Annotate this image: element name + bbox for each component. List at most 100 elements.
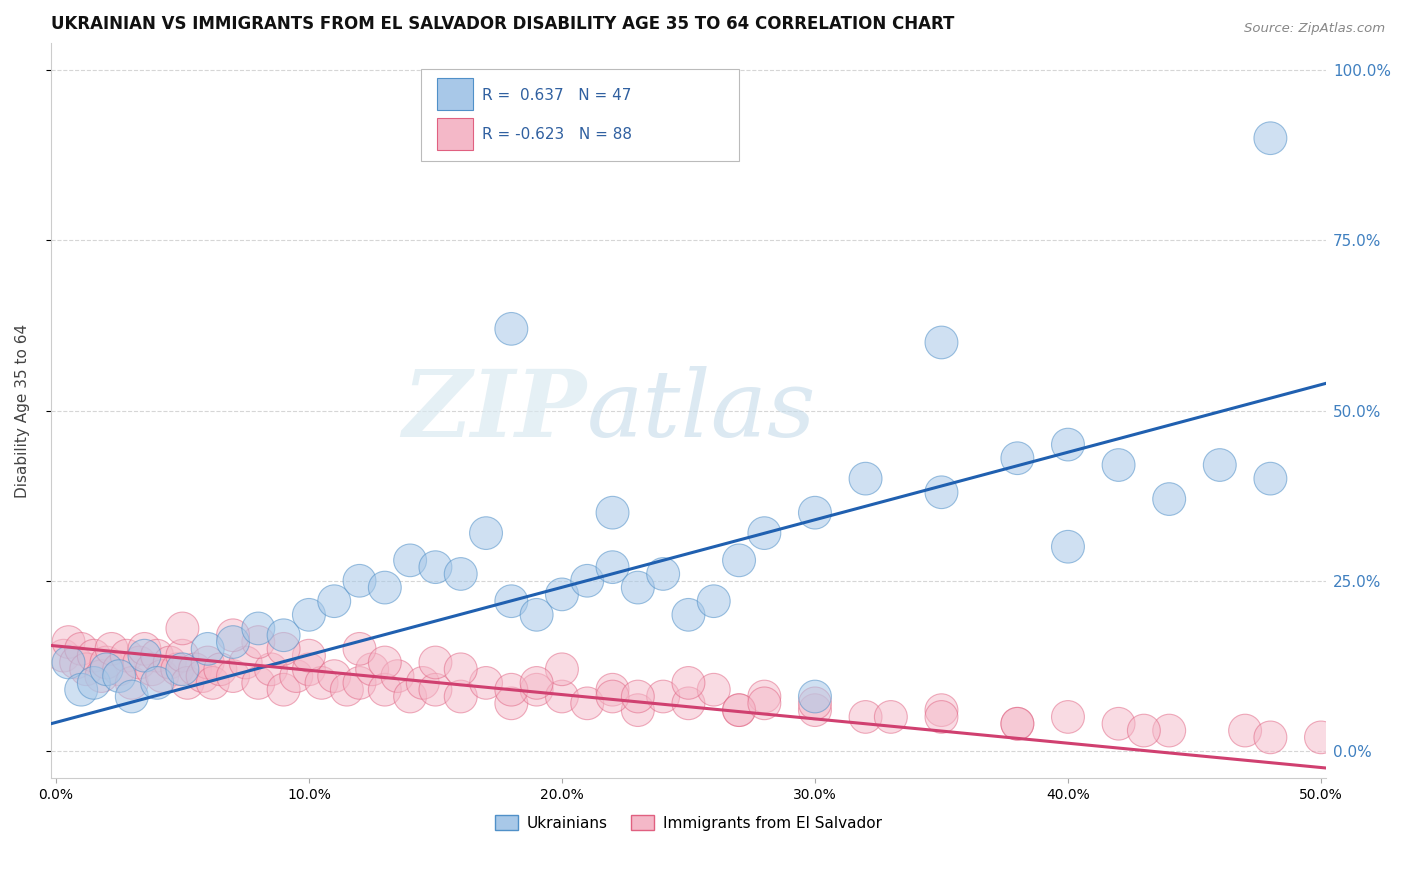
Ellipse shape [84, 660, 118, 692]
Ellipse shape [52, 646, 84, 679]
Ellipse shape [520, 666, 553, 699]
Ellipse shape [65, 632, 97, 665]
Ellipse shape [1153, 714, 1185, 747]
Ellipse shape [621, 694, 654, 726]
FancyBboxPatch shape [437, 118, 472, 150]
Ellipse shape [115, 681, 148, 713]
Ellipse shape [1001, 707, 1033, 740]
Ellipse shape [621, 571, 654, 604]
Ellipse shape [697, 673, 730, 706]
Ellipse shape [672, 687, 704, 720]
Ellipse shape [292, 653, 325, 686]
Ellipse shape [128, 632, 160, 665]
Ellipse shape [128, 640, 160, 672]
Ellipse shape [103, 653, 135, 686]
Ellipse shape [305, 666, 337, 699]
Ellipse shape [1052, 531, 1084, 563]
Ellipse shape [141, 640, 173, 672]
Ellipse shape [748, 687, 780, 720]
Ellipse shape [292, 599, 325, 632]
Ellipse shape [925, 476, 957, 508]
Ellipse shape [343, 666, 375, 699]
Ellipse shape [254, 653, 287, 686]
Ellipse shape [110, 640, 143, 672]
Ellipse shape [115, 666, 148, 699]
Ellipse shape [368, 571, 401, 604]
Ellipse shape [419, 673, 451, 706]
Ellipse shape [571, 687, 603, 720]
Ellipse shape [186, 660, 219, 692]
Ellipse shape [444, 681, 477, 713]
Ellipse shape [495, 687, 527, 720]
Text: Source: ZipAtlas.com: Source: ZipAtlas.com [1244, 22, 1385, 36]
Ellipse shape [394, 681, 426, 713]
Ellipse shape [217, 625, 249, 658]
Ellipse shape [596, 673, 628, 706]
Ellipse shape [1254, 122, 1286, 154]
Ellipse shape [77, 666, 110, 699]
Ellipse shape [520, 673, 553, 706]
Ellipse shape [90, 646, 122, 679]
Ellipse shape [444, 558, 477, 591]
Ellipse shape [70, 653, 103, 686]
Ellipse shape [65, 673, 97, 706]
Ellipse shape [495, 673, 527, 706]
Ellipse shape [1102, 449, 1135, 482]
Ellipse shape [406, 666, 439, 699]
Ellipse shape [799, 681, 831, 713]
Ellipse shape [343, 632, 375, 665]
Ellipse shape [925, 694, 957, 726]
Ellipse shape [229, 646, 262, 679]
Ellipse shape [153, 646, 186, 679]
Ellipse shape [495, 585, 527, 617]
Ellipse shape [242, 625, 274, 658]
Ellipse shape [1102, 707, 1135, 740]
Ellipse shape [571, 565, 603, 597]
Text: ZIP: ZIP [402, 366, 586, 456]
Ellipse shape [596, 496, 628, 529]
Ellipse shape [146, 660, 179, 692]
Ellipse shape [197, 666, 229, 699]
Ellipse shape [546, 578, 578, 611]
Ellipse shape [748, 681, 780, 713]
Legend: Ukrainians, Immigrants from El Salvador: Ukrainians, Immigrants from El Salvador [489, 808, 889, 837]
Ellipse shape [217, 619, 249, 651]
Ellipse shape [697, 585, 730, 617]
Ellipse shape [495, 312, 527, 345]
Ellipse shape [77, 640, 110, 672]
Text: UKRAINIAN VS IMMIGRANTS FROM EL SALVADOR DISABILITY AGE 35 TO 64 CORRELATION CHA: UKRAINIAN VS IMMIGRANTS FROM EL SALVADOR… [51, 15, 955, 33]
Ellipse shape [723, 694, 755, 726]
Ellipse shape [191, 646, 224, 679]
Text: atlas: atlas [586, 366, 815, 456]
Ellipse shape [1254, 721, 1286, 754]
Ellipse shape [723, 694, 755, 726]
Ellipse shape [419, 646, 451, 679]
Ellipse shape [267, 632, 299, 665]
Ellipse shape [368, 646, 401, 679]
Ellipse shape [52, 625, 84, 658]
Ellipse shape [1128, 714, 1160, 747]
Text: R = -0.623   N = 88: R = -0.623 N = 88 [482, 128, 631, 143]
Ellipse shape [520, 599, 553, 632]
Ellipse shape [292, 640, 325, 672]
Ellipse shape [925, 326, 957, 359]
Ellipse shape [381, 660, 413, 692]
Ellipse shape [1052, 700, 1084, 733]
Ellipse shape [103, 660, 135, 692]
Ellipse shape [267, 673, 299, 706]
Ellipse shape [242, 666, 274, 699]
Ellipse shape [1001, 442, 1033, 475]
Ellipse shape [1001, 707, 1033, 740]
Ellipse shape [166, 653, 198, 686]
Ellipse shape [217, 660, 249, 692]
FancyBboxPatch shape [420, 69, 740, 161]
Ellipse shape [59, 646, 93, 679]
Ellipse shape [166, 612, 198, 645]
Ellipse shape [368, 673, 401, 706]
Ellipse shape [343, 565, 375, 597]
Ellipse shape [723, 544, 755, 577]
Ellipse shape [1153, 483, 1185, 516]
Ellipse shape [267, 619, 299, 651]
Ellipse shape [875, 700, 907, 733]
Ellipse shape [672, 599, 704, 632]
